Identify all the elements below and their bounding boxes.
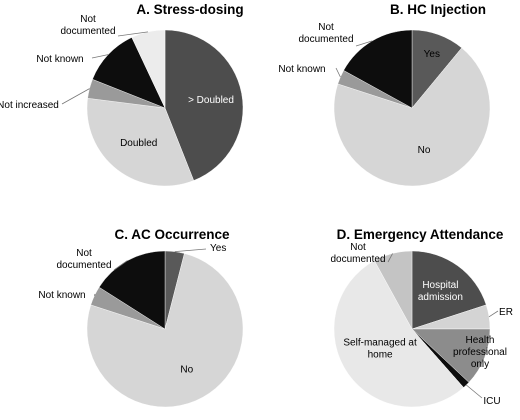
slice-label-yes: Yes — [424, 49, 440, 60]
slice-label-doubled: > Doubled — [188, 95, 234, 106]
pie-slice-not-documented — [343, 29, 413, 109]
pie-panel-4: D. Emergency Attendance Hospital admission… — [330, 227, 513, 408]
slice-label-not-documented: Not documented — [56, 248, 111, 271]
slice-label-health-professional-only: Health professional only — [453, 335, 507, 370]
panel-title: C. AC Occurrence — [114, 227, 230, 242]
slice-label-no: No — [180, 365, 193, 376]
leader-line-icu — [466, 384, 483, 399]
pie-panel-1: A. Stress-dosing > Doubled Doubled Not incr… — [0, 2, 244, 187]
leader-line-not-documented — [113, 260, 128, 271]
leader-line-not-known — [335, 67, 341, 78]
panel-title: D. Emergency Attendance — [337, 227, 504, 242]
slice-label-not-known: Not known — [36, 54, 83, 65]
slice-label-no: No — [418, 145, 431, 156]
slice-label-not-increased: Not increased — [0, 100, 59, 111]
panel-title: A. Stress-dosing — [136, 2, 243, 17]
leader-line-er — [488, 310, 499, 318]
pie-slice-not-documented — [374, 250, 413, 330]
slice-label-not-documented: Not documented — [330, 242, 385, 265]
slice-label-not-known: Not known — [38, 290, 85, 301]
pie-slice-hospital-admission — [411, 250, 487, 330]
pie-slice-self-managed-at-home — [333, 260, 464, 408]
leader-line-not-known — [94, 293, 96, 296]
pie-slice-no — [333, 47, 491, 187]
pie-panel-2: B. HC Injection Yes No Not known Not document… — [278, 2, 491, 187]
pie-slice-doubled — [86, 97, 194, 187]
slice-label-not-documented: Not documented — [298, 22, 353, 45]
leader-line-not-documented — [387, 253, 393, 263]
leader-line-not-known — [91, 54, 109, 59]
slice-label-icu: ICU — [483, 396, 500, 407]
slice-label-hospital-admission: Hospital admission — [418, 280, 463, 303]
pie-slice-doubled — [164, 29, 244, 181]
leader-line-not-documented — [117, 31, 149, 37]
slice-label-yes: Yes — [210, 243, 226, 254]
leader-line-not-documented — [355, 40, 373, 47]
pie-slice-no — [86, 253, 244, 408]
slice-label-not-documented: Not documented — [60, 14, 115, 37]
slice-label-er: ER — [499, 307, 513, 318]
slice-label-doubled: Doubled — [120, 138, 157, 149]
slice-label-self-managed-at-home: Self-managed at home — [343, 337, 417, 360]
slice-label-not-known: Not known — [278, 64, 325, 75]
leader-line-not-increased — [61, 88, 90, 105]
panel-title: B. HC Injection — [390, 2, 486, 17]
leader-line-yes — [174, 248, 207, 252]
